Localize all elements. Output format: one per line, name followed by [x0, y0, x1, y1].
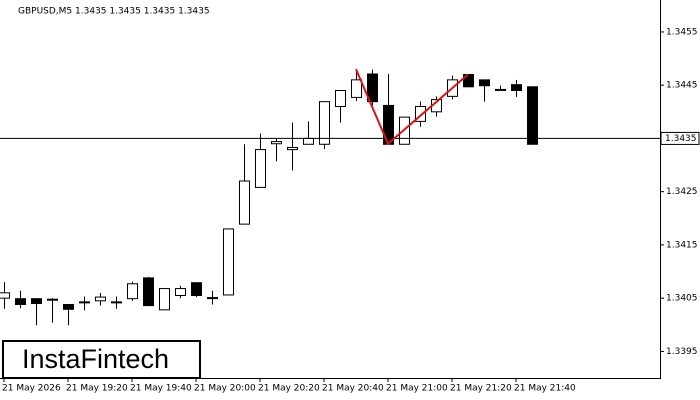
- y-tick-label: 1.3425: [666, 187, 698, 197]
- candle-body: [335, 90, 346, 107]
- candle-body: [143, 277, 154, 307]
- logo: InstaFintech: [22, 344, 169, 374]
- y-tick-label: 1.3455: [666, 27, 698, 37]
- x-tick-label: 21 May 21:20: [450, 384, 512, 394]
- candle-body: [415, 105, 426, 122]
- candle-body: [479, 79, 490, 87]
- candle-body: [239, 180, 250, 225]
- candle-body: [495, 88, 506, 91]
- y-tick-label: 1.3445: [666, 81, 698, 91]
- candle-body: [175, 288, 186, 296]
- candle-body: [47, 298, 58, 301]
- x-tick-label: 21 May 20:40: [322, 384, 384, 394]
- candle-body: [15, 298, 26, 306]
- candle-body: [367, 73, 378, 103]
- candle-body: [319, 101, 330, 145]
- candle-body: [111, 301, 122, 304]
- candle-body: [511, 84, 522, 92]
- candle-body: [271, 141, 282, 145]
- candle-body: [79, 301, 90, 304]
- y-tick-label: 1.3405: [666, 294, 698, 304]
- candle-body: [95, 296, 106, 302]
- x-tick-label: 21 May 21:40: [514, 384, 576, 394]
- x-tick-label: 21 May 20:20: [258, 384, 320, 394]
- price-label: 1.3435: [665, 134, 697, 144]
- candle-body: [0, 292, 10, 299]
- x-tick-label: 21 May 19:40: [130, 384, 192, 394]
- pattern-line: [355, 68, 469, 146]
- candle-body: [255, 149, 266, 188]
- x-tick-label: 21 May 2026: [2, 384, 61, 394]
- x-tick-label: 21 May 20:00: [194, 384, 256, 394]
- candle-body: [303, 137, 314, 145]
- candle-body: [223, 228, 234, 296]
- candle-body: [287, 146, 298, 151]
- candle-body: [527, 86, 538, 145]
- candle-body: [31, 298, 42, 304]
- candle-body: [191, 282, 202, 296]
- candle-body: [351, 79, 362, 98]
- candle-body: [63, 304, 74, 310]
- price-label-box: [660, 131, 700, 145]
- x-tick-label: 21 May 19:20: [66, 384, 128, 394]
- logo-box: [2, 340, 201, 379]
- chart-title: GBPUSD,M5 1.3435 1.3435 1.3435 1.3435: [18, 7, 210, 17]
- candle-body: [463, 74, 474, 88]
- y-tick-label: 1.3395: [666, 347, 698, 357]
- candle-body: [159, 288, 170, 311]
- y-tick-label: 1.3415: [666, 240, 698, 250]
- candle-body: [127, 283, 138, 300]
- candle-body: [207, 297, 218, 300]
- x-tick-label: 21 May 21:00: [386, 384, 448, 394]
